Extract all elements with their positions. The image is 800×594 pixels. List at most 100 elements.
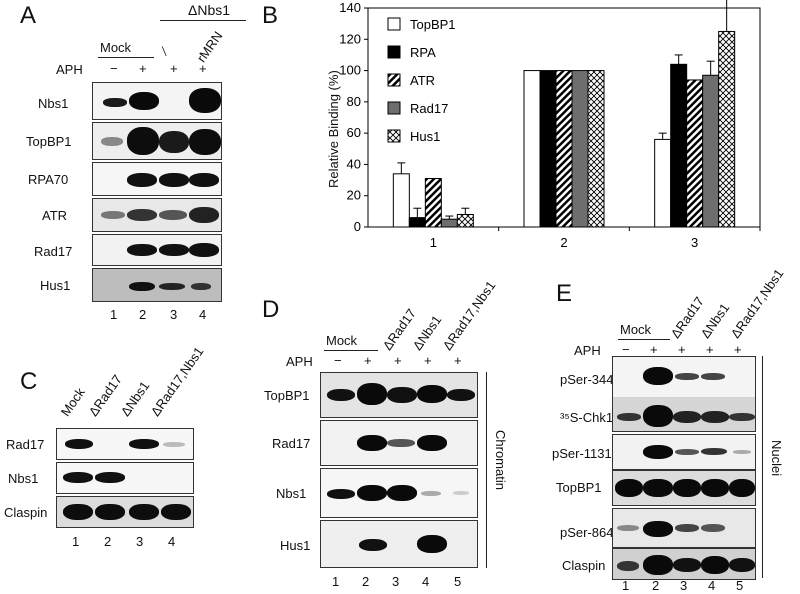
blot-d-nbs1 (320, 468, 478, 518)
panel-letter-e: E (556, 280, 573, 307)
y-tick-label-0: 0 (354, 219, 361, 234)
blot-d-topbp1 (320, 372, 478, 418)
d-aph-sign-1: − (334, 353, 342, 368)
e-lane-number-2: 2 (652, 578, 660, 593)
legend-label-rad17: Rad17 (410, 101, 448, 116)
y-tick-label-100: 100 (339, 63, 361, 78)
bar-atr-1 (424, 178, 442, 228)
x-tick-label-2: 2 (560, 235, 567, 250)
mock-underline (98, 57, 154, 58)
e-aph-label: APH (574, 343, 601, 358)
legend-swatch-rad17 (387, 101, 401, 115)
row-label-rad17: Rad17 (34, 244, 73, 259)
e-lane-number-5: 5 (736, 578, 744, 593)
d-aph-sign-3: + (394, 353, 402, 368)
e-aph-sign-4: + (706, 342, 714, 357)
group-bracket (160, 20, 246, 21)
blot-d-hus1 (320, 520, 478, 568)
legend-swatch-topbp1 (387, 17, 401, 31)
e-aph-sign-5: + (734, 342, 742, 357)
blot-a-hus1 (92, 268, 222, 302)
bar-rpa-1 (408, 217, 426, 228)
c-row-label-nbs1: Nbs1 (8, 471, 39, 486)
d-header-mock: Mock (326, 333, 358, 348)
group-label-dnbs1: ΔNbs1 (188, 2, 231, 18)
aph-sign-3: + (170, 61, 178, 76)
bar-hus1-3 (718, 30, 736, 228)
x-tick-label-3: 3 (691, 235, 698, 250)
x-tick-label-1: 1 (430, 235, 437, 250)
bar-atr-3 (686, 79, 704, 228)
blot-c-rad17 (56, 428, 194, 460)
aph-label: APH (56, 62, 83, 77)
c-header-mock: Mock (57, 384, 88, 419)
legend-label-hus1: Hus1 (410, 129, 440, 144)
legend-swatch-rpa (387, 45, 401, 59)
panel-letter-a: A (20, 2, 37, 29)
row-label-topbp1: TopBP1 (26, 134, 72, 149)
bar-hus1-1 (456, 213, 474, 228)
blot-e-topbp1 (612, 470, 756, 506)
d-side-label-chromatin: Chromatin (493, 430, 508, 490)
blot-e-pser864 (612, 508, 756, 548)
e-row-label-35s-chk1: ³⁵S-Chk1 (560, 410, 614, 425)
legend-label-topbp1: TopBP1 (410, 17, 456, 32)
panel-letter-c: C (20, 368, 38, 395)
c-header-drad17nbs1: ΔRad17,Nbs1 (147, 344, 207, 419)
e-lane-number-4: 4 (708, 578, 716, 593)
d-header-drad17nbs1: ΔRad17,Nbs1 (439, 278, 499, 353)
bar-hus1-2 (587, 70, 605, 228)
lane-header-mock: Mock (100, 40, 132, 55)
blot-a-topbp1 (92, 122, 222, 160)
blot-e-pser344-chk1 (612, 356, 756, 432)
y-tick-label-40: 40 (347, 156, 361, 171)
d-aph-sign-5: + (454, 353, 462, 368)
row-label-nbs1: Nbs1 (38, 96, 69, 111)
row-label-atr: ATR (42, 208, 68, 223)
lane-number-3: 3 (170, 307, 178, 322)
e-row-label-pser1131: pSer-1131 (552, 446, 612, 461)
e-lane-number-3: 3 (680, 578, 688, 593)
c-lane-number-3: 3 (136, 534, 144, 549)
e-aph-sign-3: + (678, 342, 686, 357)
panel-letter-d: D (262, 296, 280, 323)
d-lane-number-4: 4 (422, 574, 430, 589)
c-lane-number-4: 4 (168, 534, 176, 549)
c-row-label-claspin: Claspin (4, 505, 48, 520)
row-label-hus1: Hus1 (40, 278, 71, 293)
row-label-rpa70: RPA70 (28, 172, 69, 187)
e-header-mock: Mock (620, 322, 652, 337)
bar-rpa-3 (670, 63, 688, 228)
chart-ylabel: Relative Binding (%) (326, 70, 341, 188)
lane-header-slash: ⁄ (157, 45, 172, 56)
blot-a-atr (92, 198, 222, 232)
lane-number-1: 1 (110, 307, 118, 322)
d-side-bracket (486, 372, 487, 568)
d-aph-sign-4: + (424, 353, 432, 368)
e-mock-underline (618, 339, 670, 340)
e-row-label-pser344: pSer-344 (560, 372, 614, 387)
bar-rpa-2 (539, 70, 557, 228)
panel-letter-b: B (262, 2, 279, 29)
legend-swatch-atr (387, 73, 401, 87)
legend-swatch-hus1 (387, 129, 401, 143)
bar-rad17-3 (702, 74, 720, 228)
blot-a-rpa70 (92, 162, 222, 196)
d-aph-sign-2: + (364, 353, 372, 368)
blot-a-nbs1 (92, 82, 222, 120)
blot-d-rad17 (320, 420, 478, 466)
bar-rad17-2 (571, 70, 589, 228)
d-aph-label: APH (286, 354, 313, 369)
d-row-label-rad17: Rad17 (272, 436, 311, 451)
blot-e-pser1131 (612, 434, 756, 470)
d-lane-number-3: 3 (392, 574, 400, 589)
lane-header-rmrn: rMRN (193, 28, 226, 65)
lane-number-2: 2 (139, 307, 147, 322)
legend-label-atr: ATR (410, 73, 435, 88)
d-lane-number-1: 1 (332, 574, 340, 589)
aph-sign-1: − (110, 61, 118, 76)
e-aph-sign-2: + (650, 342, 658, 357)
d-row-label-hus1: Hus1 (280, 538, 311, 553)
d-mock-underline (324, 350, 378, 351)
aph-sign-2: + (139, 61, 147, 76)
